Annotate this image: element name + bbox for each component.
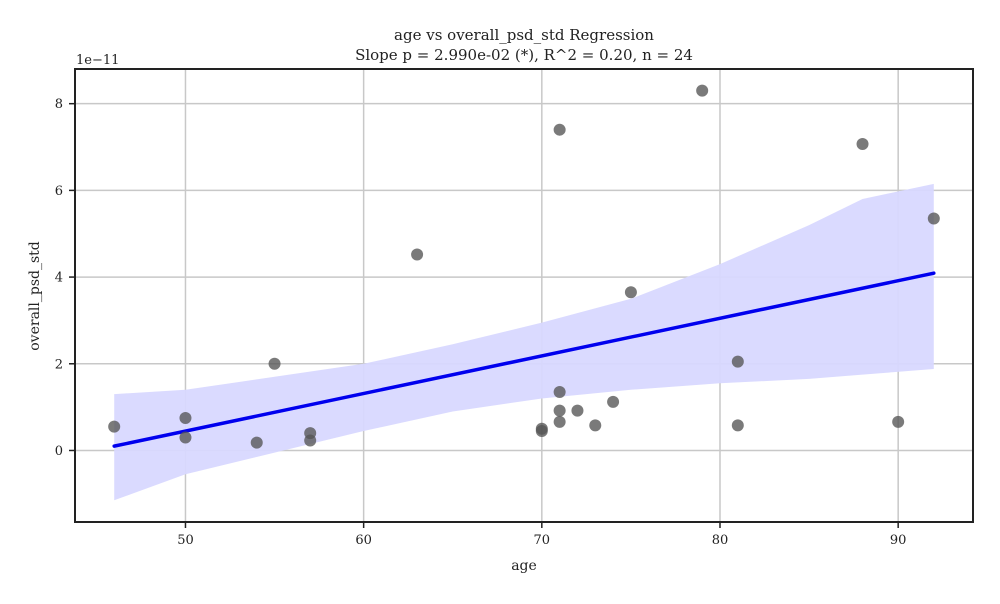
axis-ticks: 50 60 70 80 90 0 2 4 6 8 (55, 97, 907, 548)
data-point (553, 415, 566, 428)
regression-line (112, 271, 936, 448)
data-point (179, 431, 192, 444)
data-point (624, 286, 637, 299)
plot-frame (74, 68, 974, 523)
x-tick-label: 90 (890, 533, 907, 548)
regression-line-layer (112, 271, 936, 448)
x-tick-label: 70 (534, 533, 551, 548)
data-point (553, 123, 566, 136)
y-axis-scale-label: 1e−11 (76, 53, 119, 68)
x-axis-label: age (511, 558, 537, 574)
x-tick-label: 60 (355, 533, 372, 548)
data-points (108, 84, 940, 449)
data-point (607, 395, 620, 408)
data-point (696, 84, 709, 97)
chart-subtitle: Slope p = 2.990e-02 (*), R^2 = 0.20, n =… (355, 46, 693, 64)
data-point (571, 404, 584, 417)
data-point (856, 137, 869, 150)
data-point (535, 424, 548, 437)
y-tick-label: 8 (55, 97, 63, 112)
data-point (927, 212, 940, 225)
y-tick-label: 2 (55, 357, 63, 372)
data-point (411, 248, 424, 261)
data-point (589, 419, 602, 432)
data-point (731, 355, 744, 368)
y-tick-label: 0 (55, 444, 63, 459)
confidence-band (114, 183, 934, 501)
data-point (304, 434, 317, 447)
y-axis-label: overall_psd_std (27, 241, 43, 351)
data-point (268, 357, 281, 370)
y-tick-label: 6 (55, 184, 63, 199)
data-point (892, 415, 905, 428)
x-tick-label: 80 (712, 533, 729, 548)
data-point (553, 385, 566, 398)
data-point (179, 411, 192, 424)
data-point (108, 420, 121, 433)
data-point (250, 436, 263, 449)
data-point (731, 419, 744, 432)
axes-frame (74, 68, 974, 523)
data-point (553, 404, 566, 417)
y-tick-label: 4 (55, 271, 63, 286)
chart-title: age vs overall_psd_std Regression (394, 26, 654, 44)
x-tick-label: 50 (177, 533, 194, 548)
confidence-band-layer (114, 183, 934, 501)
